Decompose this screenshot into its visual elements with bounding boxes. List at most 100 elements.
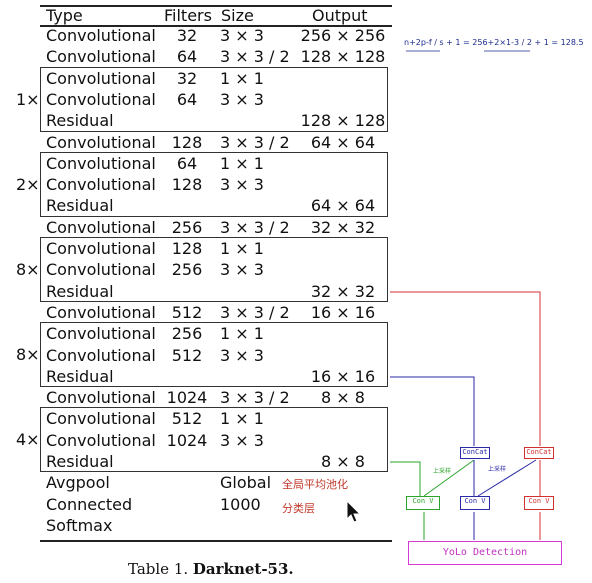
cell-type: Softmax <box>46 515 113 535</box>
cell-filters: 1024 <box>166 430 208 450</box>
upsample-label-2: 上采样 <box>488 466 507 473</box>
cell-type: Residual <box>46 111 114 131</box>
residual-block-1 <box>40 67 388 132</box>
table-caption: Table 1. Darknet-53. <box>128 560 294 578</box>
cell-type: Convolutional <box>46 324 156 344</box>
residual-block-8b <box>40 322 388 387</box>
cell-filters: 64 <box>176 47 198 67</box>
cell-type: Convolutional <box>46 302 156 322</box>
multiplier-8x-b: 8× <box>16 345 40 364</box>
residual-block-8a <box>40 237 388 302</box>
residual-block-2 <box>40 152 388 217</box>
cell-filters: 128 <box>171 175 203 195</box>
cell-size: 3 × 3 <box>220 26 264 45</box>
cell-output: 64 × 64 <box>310 132 376 152</box>
header-type: Type <box>46 6 83 25</box>
header-size: Size <box>221 6 254 25</box>
conv-node-red: Con V <box>524 496 554 510</box>
conv-node-green: Con V <box>406 496 440 510</box>
cell-output: 128 × 128 <box>300 111 386 131</box>
table-bottom-rule <box>40 540 392 542</box>
multiplier-8x-a: 8× <box>16 260 40 279</box>
multiplier-2x: 2× <box>16 175 40 194</box>
yolo-detection-box: YoLo Detection <box>408 541 562 565</box>
cell-filters: 512 <box>171 409 203 429</box>
cell-type: Convolutional <box>46 68 156 88</box>
cell-size: 1 × 1 <box>220 239 264 258</box>
table-top-rule <box>40 5 392 7</box>
cell-filters: 32 <box>176 26 198 45</box>
cell-type: Connected <box>46 494 133 514</box>
conv-node-blue: Con V <box>460 496 490 510</box>
cell-type: Avgpool <box>46 473 110 493</box>
cell-type: Convolutional <box>46 175 156 195</box>
cell-size: 3 × 3 <box>220 175 264 195</box>
cell-type: Residual <box>46 366 114 386</box>
residual-block-4 <box>40 407 388 472</box>
cell-type: Convolutional <box>46 388 156 408</box>
cell-output: 16 × 16 <box>310 302 376 322</box>
cell-type: Residual <box>46 452 114 471</box>
cell-size: 1 × 1 <box>220 68 264 88</box>
cell-type: Convolutional <box>46 239 156 258</box>
cell-filters: 256 <box>171 260 203 280</box>
cell-output: 8 × 8 <box>321 388 365 408</box>
cell-output: 64 × 64 <box>310 196 376 216</box>
multiplier-4x: 4× <box>16 430 40 449</box>
handwritten-formula: n+2p-f / s + 1 = 256+2×1-3 / 2 + 1 = 128… <box>404 38 584 47</box>
cell-size: 1 × 1 <box>220 409 264 429</box>
caption-prefix: Table 1. <box>128 560 193 578</box>
cell-output: 32 × 32 <box>310 217 376 237</box>
mouse-cursor-icon <box>346 500 362 523</box>
cell-size: 1 × 1 <box>220 324 264 344</box>
formula-underline <box>406 50 530 52</box>
cell-filters: 128 <box>171 239 203 258</box>
cell-type: Convolutional <box>46 89 156 109</box>
cell-type: Convolutional <box>46 409 156 429</box>
cell-type: Residual <box>46 196 114 216</box>
cell-output: 256 × 256 <box>300 26 386 45</box>
cell-type: Convolutional <box>46 132 156 152</box>
cell-size: Global <box>220 473 272 493</box>
cell-type: Convolutional <box>46 47 156 67</box>
cell-filters: 64 <box>176 89 198 109</box>
cell-output: 32 × 32 <box>310 281 376 301</box>
concat-node-red: ConCat <box>524 447 554 459</box>
multiplier-1x: 1× <box>16 90 40 109</box>
cell-output: 128 × 128 <box>300 47 386 67</box>
cell-type: Convolutional <box>46 217 156 237</box>
avgpool-note: 全局平均池化 <box>282 478 348 491</box>
caption-title: Darknet-53. <box>192 560 294 578</box>
cell-size: 3 × 3 / 2 <box>220 132 290 152</box>
cell-filters: 32 <box>176 68 198 88</box>
cell-size: 3 × 3 / 2 <box>220 47 290 67</box>
cell-filters: 256 <box>171 324 203 344</box>
cell-size: 3 × 3 / 2 <box>220 388 290 408</box>
cell-size: 3 × 3 / 2 <box>220 217 290 237</box>
cell-output: 16 × 16 <box>310 366 376 386</box>
cell-size: 1000 <box>220 494 261 514</box>
table-header-rule <box>40 25 392 27</box>
connected-note: 分类层 <box>282 502 315 515</box>
cell-type: Convolutional <box>46 345 156 365</box>
cell-filters: 1024 <box>166 388 208 408</box>
cell-type: Convolutional <box>46 430 156 450</box>
header-filters: Filters <box>164 6 212 25</box>
cell-type: Convolutional <box>46 153 156 173</box>
cell-filters: 512 <box>171 302 203 322</box>
cell-filters: 256 <box>171 217 203 237</box>
cell-size: 1 × 1 <box>220 153 264 173</box>
concat-node-blue: ConCat <box>460 447 490 459</box>
cell-size: 3 × 3 <box>220 260 264 280</box>
cell-filters: 64 <box>176 153 198 173</box>
yolo-detection-label: YoLo Detection <box>442 547 528 558</box>
cell-size: 3 × 3 <box>220 430 264 450</box>
cell-type: Convolutional <box>46 260 156 280</box>
cell-filters: 128 <box>171 132 203 152</box>
cell-size: 3 × 3 / 2 <box>220 302 290 322</box>
cell-size: 3 × 3 <box>220 89 264 109</box>
cell-output: 8 × 8 <box>321 452 365 471</box>
cell-filters: 512 <box>171 345 203 365</box>
cell-type: Convolutional <box>46 26 156 45</box>
